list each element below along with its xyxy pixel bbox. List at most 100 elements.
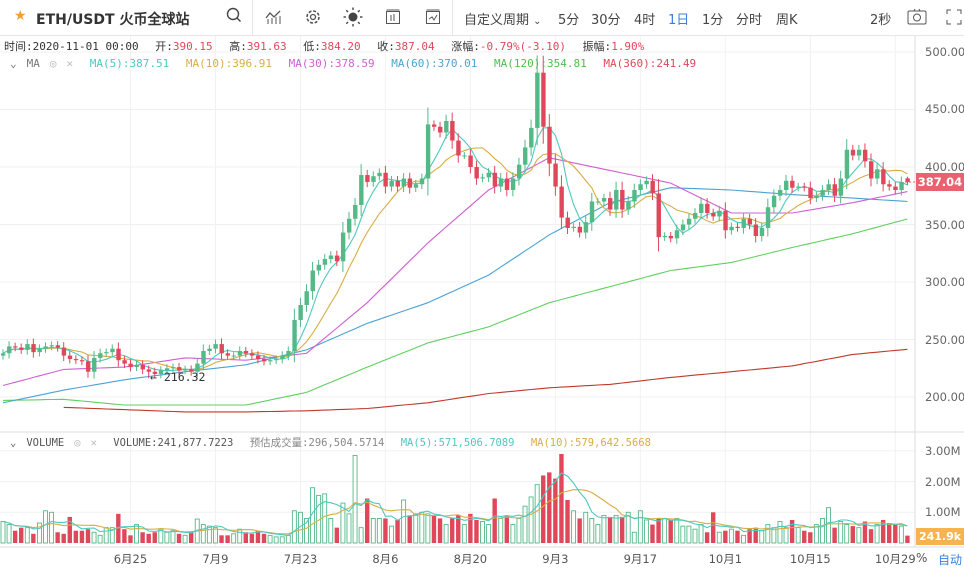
candle <box>595 198 601 205</box>
candle <box>92 351 97 379</box>
candle-body <box>383 172 388 187</box>
collapse-chevron-icon[interactable]: ⌄ <box>10 57 17 70</box>
candle-body <box>905 178 910 182</box>
percent-scale-toggle[interactable]: % <box>916 551 928 565</box>
candle <box>225 349 230 360</box>
period-4h[interactable]: 4时 <box>634 13 656 28</box>
volume-bar <box>182 534 188 544</box>
candle-body <box>480 177 485 179</box>
candle <box>49 341 54 351</box>
candle <box>893 182 898 195</box>
x-tick-label: 8月6 <box>372 552 399 566</box>
period-5m[interactable]: 5分 <box>558 13 580 28</box>
volume-bar <box>437 518 443 543</box>
candle-body <box>523 147 528 165</box>
volume-bar <box>170 530 176 544</box>
period-1m[interactable]: 1分 <box>702 13 724 28</box>
candle-body <box>808 187 813 199</box>
candle <box>407 172 413 194</box>
candle-body <box>644 180 649 185</box>
volume-bar <box>565 500 570 543</box>
layout-icon[interactable] <box>385 9 401 29</box>
candle <box>85 355 91 378</box>
x-tick-label: 8月20 <box>453 552 488 566</box>
volume-bar <box>461 524 467 544</box>
candle <box>395 175 400 192</box>
volume-bar <box>662 517 668 544</box>
candle-body <box>559 186 564 218</box>
candle-body <box>814 195 819 199</box>
volume-bar <box>595 524 601 544</box>
candle-body <box>899 181 904 190</box>
close-icon[interactable]: ✕ <box>90 437 97 449</box>
candle-body <box>92 357 97 372</box>
candle <box>601 193 607 206</box>
symbol-title: ETH/USDT 火币全球站 <box>36 9 189 29</box>
candle <box>650 174 655 201</box>
volume-bar <box>723 530 728 543</box>
period-1d[interactable]: 1日 <box>668 13 690 28</box>
candle <box>207 344 212 356</box>
candle-body <box>298 305 303 320</box>
volume-bar <box>419 511 425 544</box>
candle <box>644 176 649 189</box>
star-icon[interactable]: ★ <box>14 8 27 24</box>
candle <box>717 205 722 222</box>
volume-bar <box>370 517 376 544</box>
volume-bar <box>24 527 30 544</box>
candle <box>638 179 643 195</box>
volume-bar <box>759 530 765 544</box>
fullscreen-icon[interactable] <box>946 9 962 29</box>
close-icon[interactable]: ✕ <box>66 57 74 70</box>
auto-scale-toggle[interactable]: 自动 <box>938 553 963 567</box>
candle <box>899 176 904 196</box>
volume-bar <box>522 505 528 544</box>
indicator-icon[interactable] <box>264 8 282 30</box>
toolbar: ★ ETH/USDT 火币全球站 自定义周期 ⌄ 5分 30分 4时 1日 1分… <box>0 0 964 36</box>
candle <box>480 173 485 183</box>
candle-body <box>729 226 734 231</box>
settings-icon[interactable]: ◎ <box>74 437 81 449</box>
candle <box>328 251 334 264</box>
symbol: ETH/USDT <box>36 12 115 28</box>
candle-body <box>790 180 795 188</box>
candle-body <box>626 201 631 210</box>
candle <box>510 172 516 197</box>
compare-icon[interactable] <box>425 9 441 29</box>
volume-bar <box>474 519 479 543</box>
candle-body <box>553 163 558 187</box>
volume-bar <box>777 521 783 544</box>
period-weekly[interactable]: 周K <box>776 13 798 28</box>
volume-bar <box>716 531 722 544</box>
refresh-interval[interactable]: 2秒 <box>870 13 892 28</box>
candle <box>905 176 910 186</box>
volume-bar <box>583 511 589 544</box>
candle <box>753 218 759 243</box>
custom-period-dropdown[interactable]: 自定义周期 ⌄ <box>464 9 542 28</box>
candle <box>340 221 346 272</box>
period-30m[interactable]: 30分 <box>591 13 621 28</box>
candle-body <box>19 347 24 350</box>
volume-bar <box>413 513 419 544</box>
candle-body <box>699 203 704 213</box>
candle <box>134 360 139 372</box>
settings-icon[interactable]: ◎ <box>49 57 57 70</box>
volume-bar <box>19 527 24 543</box>
theme-sun-icon[interactable] <box>343 7 363 31</box>
period-timeline[interactable]: 分时 <box>736 13 763 28</box>
candle-body <box>401 178 407 187</box>
candle <box>25 339 30 355</box>
search-icon[interactable] <box>226 7 242 27</box>
candle <box>516 157 522 186</box>
candle-body <box>723 210 728 231</box>
candle <box>668 231 674 243</box>
camera-icon[interactable] <box>907 8 927 30</box>
candle <box>158 366 164 379</box>
candle-body <box>820 190 825 196</box>
gear-icon[interactable] <box>304 8 322 30</box>
candle-body <box>158 370 164 374</box>
collapse-chevron-icon[interactable]: ⌄ <box>10 437 17 449</box>
candle <box>492 165 498 194</box>
volume-legend: ⌄ VOLUME ◎ ✕ VOLUME:241,877.7223 预估成交量:296,… <box>10 435 661 450</box>
